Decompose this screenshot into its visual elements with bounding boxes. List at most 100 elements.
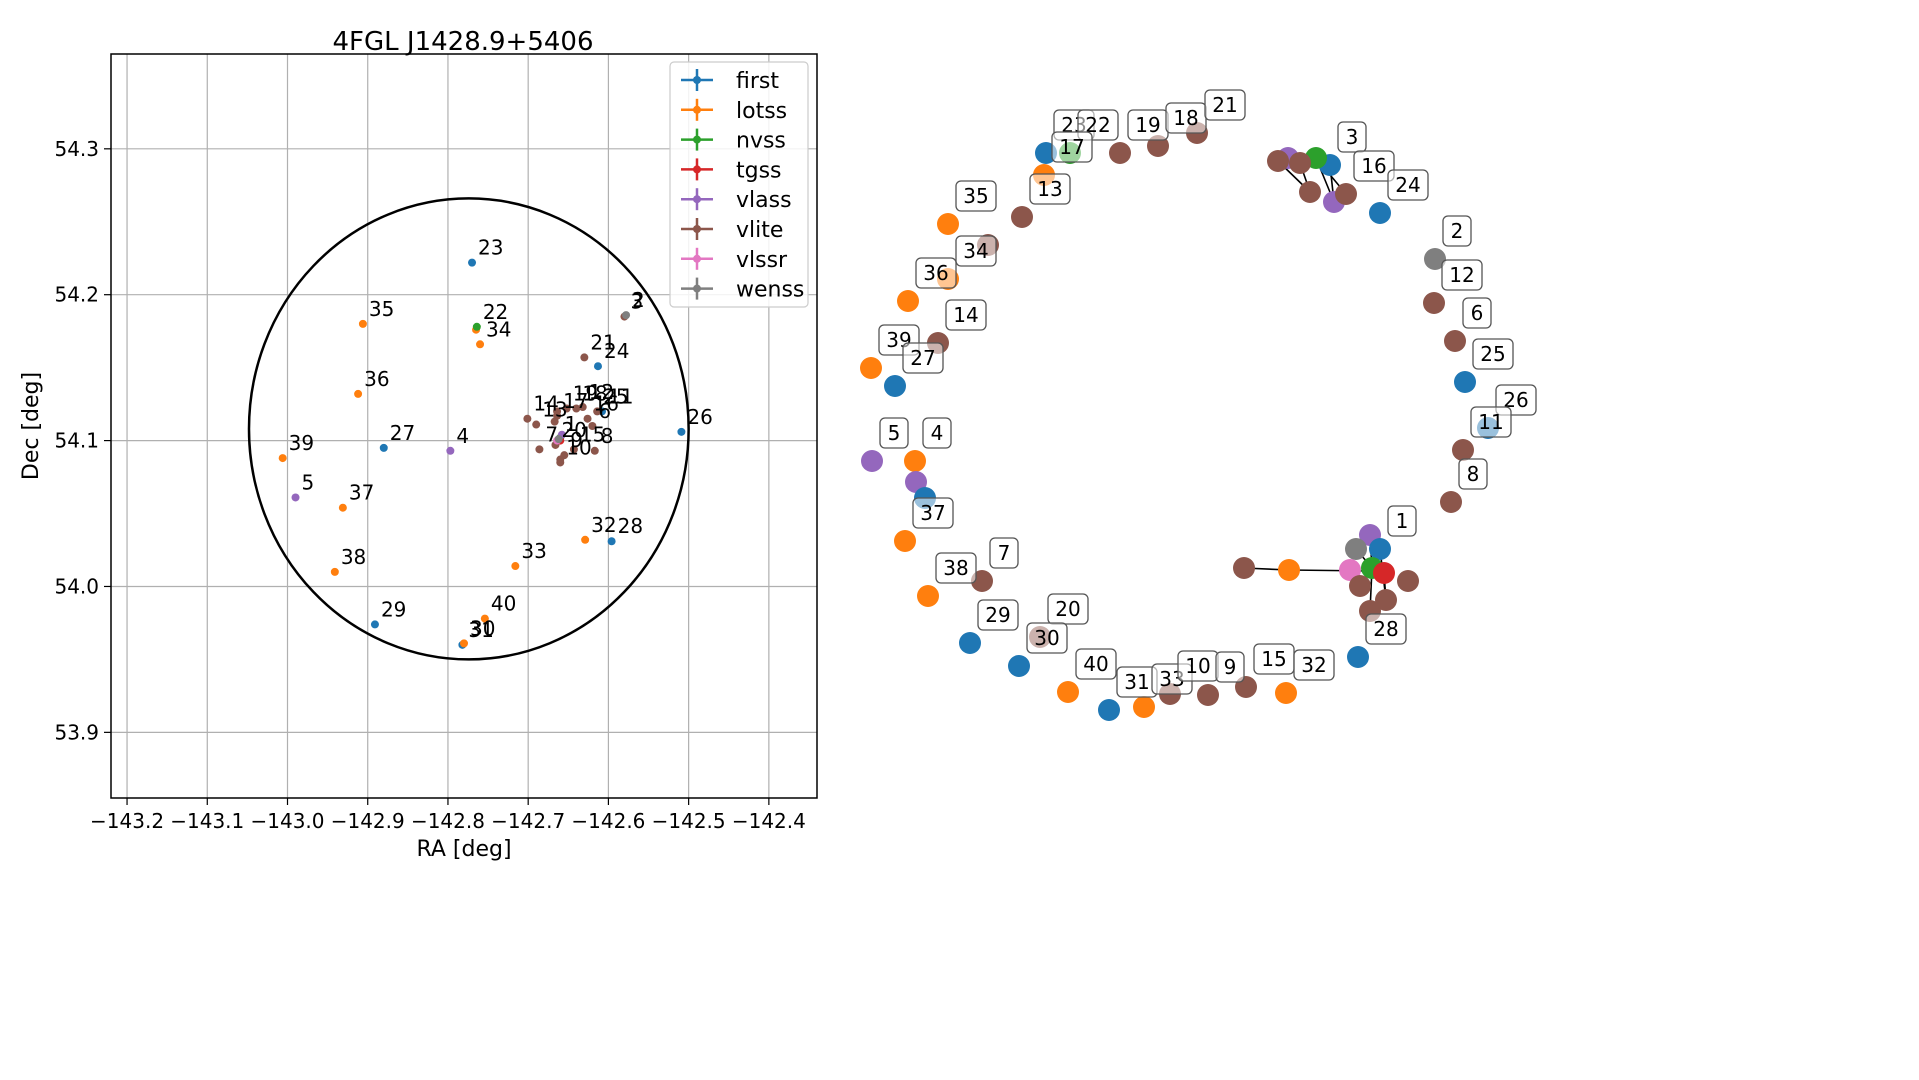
network-node-label: 9 xyxy=(1224,655,1237,679)
network-label-box xyxy=(1353,150,1395,182)
network-node xyxy=(1454,371,1476,393)
scatter-point-lotss xyxy=(354,389,363,398)
point-label: 33 xyxy=(521,539,546,563)
point-label: 20 xyxy=(561,418,586,442)
point-label: 11 xyxy=(608,384,633,408)
point-label: 5 xyxy=(302,470,315,494)
scatter-point-vlite xyxy=(550,417,559,426)
network-node xyxy=(897,290,919,312)
point-label: 32 xyxy=(591,513,616,537)
network-node-label: 20 xyxy=(1055,597,1080,621)
point-label: 28 xyxy=(618,514,643,538)
network-label-box xyxy=(1387,169,1429,201)
network-node-label: 18 xyxy=(1173,106,1198,130)
network-label-box xyxy=(1029,173,1071,205)
point-label: 8 xyxy=(601,424,614,448)
scatter-point-lotss xyxy=(338,503,347,512)
network-label-box xyxy=(1458,458,1488,490)
point-label: 18 xyxy=(582,381,607,405)
x-tick-label: −143.2 xyxy=(90,809,164,833)
network-node-label: 35 xyxy=(963,184,988,208)
network-label-box xyxy=(912,497,954,529)
network-node xyxy=(1299,181,1321,203)
network-label-box xyxy=(955,180,997,212)
network-node xyxy=(1057,681,1079,703)
network-node xyxy=(959,632,981,654)
scatter-point-first xyxy=(677,427,686,436)
point-label: 15 xyxy=(580,422,605,446)
x-tick-label: −142.5 xyxy=(652,809,726,833)
legend-marker-dot xyxy=(693,225,701,233)
scatter-point-lotss xyxy=(476,340,485,349)
network-node-label: 15 xyxy=(1261,647,1286,671)
network-node-label: 27 xyxy=(910,346,935,370)
network-label-box xyxy=(1204,89,1246,121)
plot-frame xyxy=(110,53,818,799)
scatter-point-first xyxy=(607,537,616,546)
network-node xyxy=(1011,206,1033,228)
scatter-point-vlite xyxy=(569,445,578,454)
network-node xyxy=(937,213,959,235)
network-label-box xyxy=(1051,131,1093,163)
scatter-point-vlass xyxy=(291,493,300,502)
network-label-box xyxy=(1337,121,1367,153)
point-label: 29 xyxy=(381,597,406,621)
legend-marker-dot xyxy=(693,284,701,293)
network-node-label: 14 xyxy=(953,303,978,327)
legend-entry-vlass: vlass xyxy=(736,188,792,213)
scatter-point-vlite xyxy=(562,404,571,413)
network-node-label: 24 xyxy=(1395,173,1420,197)
ellipse-outline xyxy=(247,197,690,661)
x-tick-label: −142.8 xyxy=(411,809,485,833)
legend-marker-dot xyxy=(693,76,701,84)
legend-box xyxy=(669,61,809,308)
network-node-label: 28 xyxy=(1373,617,1398,641)
network-label-box xyxy=(922,417,952,449)
scatter-point-vlass xyxy=(446,446,455,455)
scatter-point-lotss xyxy=(330,567,339,576)
network-node xyxy=(1197,684,1219,706)
network-node-label: 31 xyxy=(1124,670,1149,694)
point-label: 30 xyxy=(470,616,495,640)
point-label: 24 xyxy=(604,339,629,363)
point-label: 27 xyxy=(390,421,415,445)
legend-marker-dot xyxy=(693,165,701,174)
scatter-point-vlite xyxy=(580,353,589,362)
point-label: 1 xyxy=(565,412,578,436)
point-label: 10 xyxy=(566,435,591,459)
network-node xyxy=(1339,559,1361,581)
network-node xyxy=(1444,330,1466,352)
scatter-point-vlite xyxy=(556,455,565,464)
scatter-point-vlite xyxy=(532,420,541,429)
network-label-box xyxy=(935,552,977,584)
scatter-point-lotss xyxy=(480,614,489,623)
y-tick-label: 54.2 xyxy=(54,283,99,307)
network-label-box xyxy=(1365,613,1407,645)
point-label: 12 xyxy=(589,380,614,404)
network-node-label: 4 xyxy=(931,421,944,445)
x-tick-label: −142.4 xyxy=(732,809,806,833)
scatter-point-lotss xyxy=(278,454,287,463)
point-label: 21 xyxy=(590,330,615,354)
network-label-box xyxy=(1472,338,1514,370)
x-axis-label: RA [deg] xyxy=(416,837,511,862)
legend-entry-tgss: tgss xyxy=(736,158,782,183)
network-label-box xyxy=(1470,406,1512,438)
scatter-point-lotss xyxy=(460,639,468,648)
point-label: 36 xyxy=(364,367,389,391)
network-node-label: 8 xyxy=(1467,462,1480,486)
x-tick-label: −142.9 xyxy=(331,809,405,833)
network-node-label: 2 xyxy=(1451,219,1464,243)
legend-entry-lotss: lotss xyxy=(736,99,787,124)
point-label: 40 xyxy=(491,592,516,616)
network-node-label: 17 xyxy=(1059,135,1084,159)
scatter-point-vlite xyxy=(523,414,532,423)
network-label-box xyxy=(1075,648,1117,680)
network-label-box xyxy=(989,537,1019,569)
legend-entry-nvss: nvss xyxy=(736,129,786,154)
network-node xyxy=(1369,538,1391,560)
network-label-box xyxy=(1462,297,1492,329)
point-label: 14 xyxy=(533,392,558,416)
x-tick-label: −143.0 xyxy=(250,809,324,833)
